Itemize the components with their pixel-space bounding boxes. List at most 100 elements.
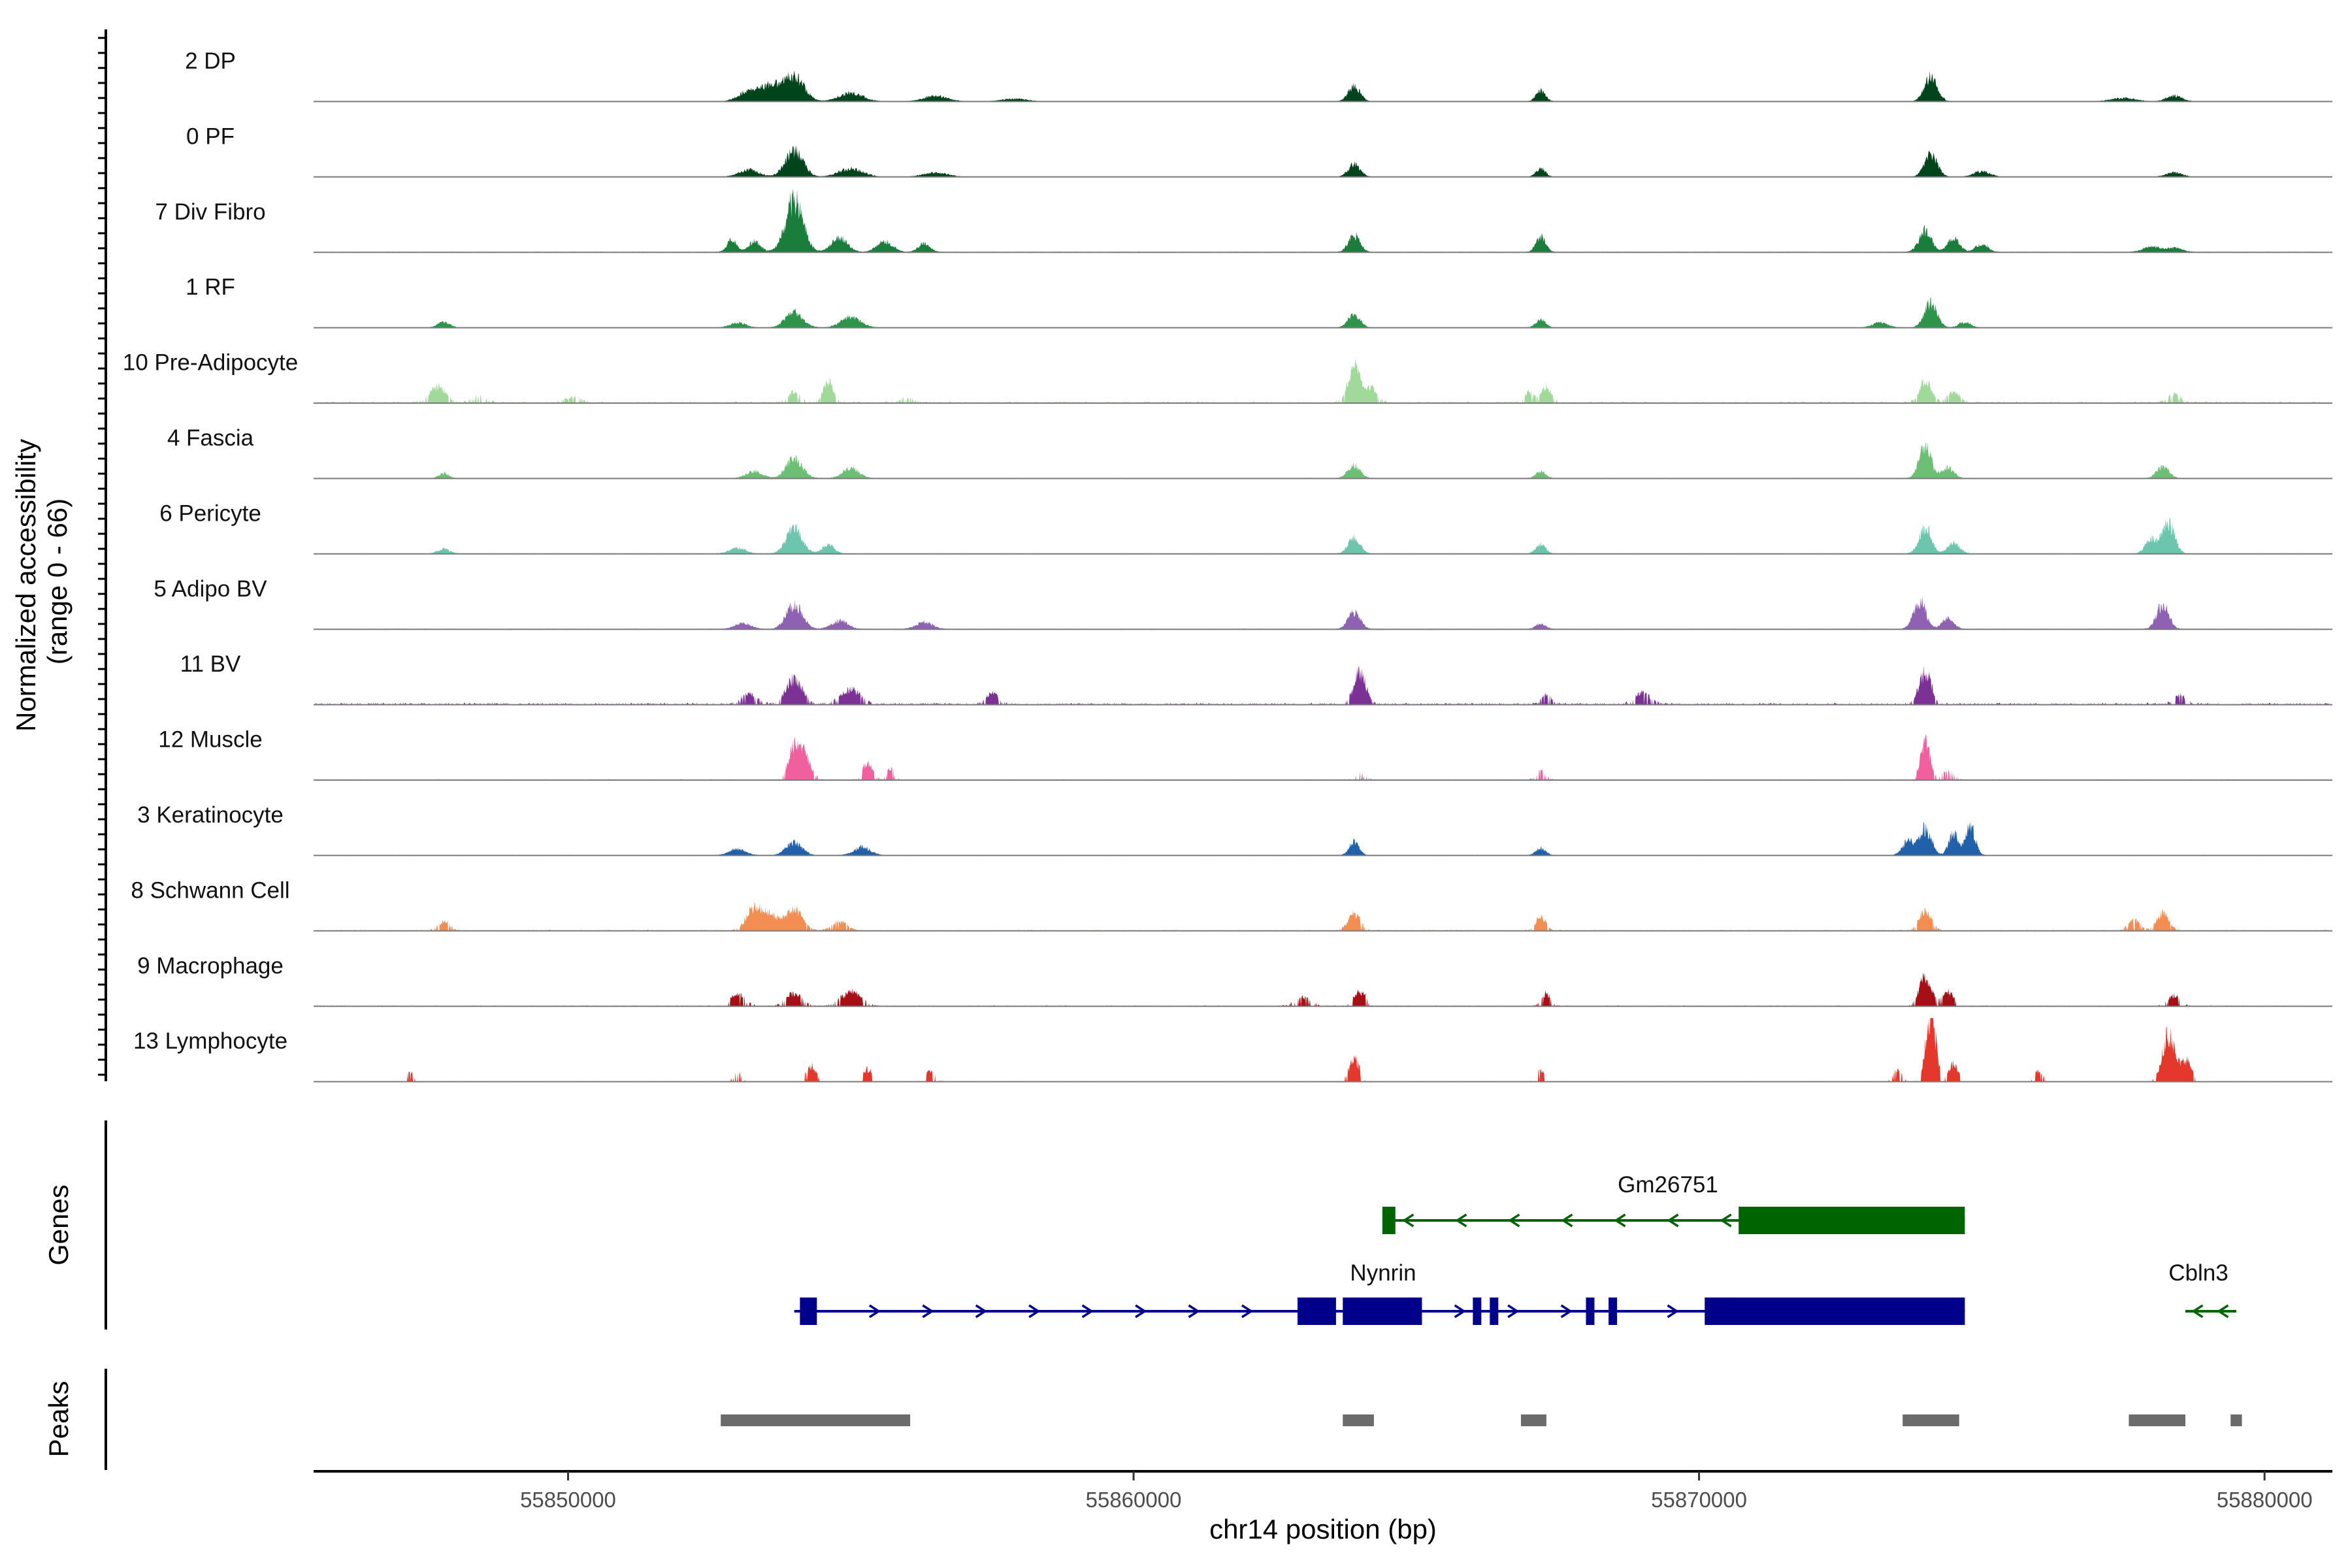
- track-area: [314, 734, 2332, 780]
- coverage-track: 0 PF: [186, 123, 2332, 178]
- track-area: [314, 1018, 2332, 1082]
- coverage-track: 1 RF: [186, 274, 2332, 329]
- y-axis-title-line2: (range 0 - 66): [42, 498, 73, 664]
- strand-arrow-icon: [868, 1304, 881, 1318]
- peak-region-bar: [1520, 1414, 1546, 1426]
- peak-region-bar: [721, 1414, 911, 1426]
- peak-region-track: [721, 1414, 2242, 1426]
- coverage-tracks: 2 DP 0 PF 7 Div Fibro 1 RF 10 Pre-Adipocyte 4…: [123, 48, 2332, 1083]
- gene-exon: [800, 1298, 817, 1325]
- peak-region-bar: [2129, 1414, 2185, 1426]
- track-area: [314, 70, 2332, 102]
- gene-exon: [1705, 1298, 1965, 1325]
- strand-arrow-icon: [1081, 1304, 1094, 1318]
- gene-exon: [1586, 1298, 1595, 1325]
- strand-arrow-icon: [922, 1304, 934, 1318]
- gene-model: Cbln3: [2168, 1260, 2236, 1318]
- track-area: [314, 821, 2332, 856]
- x-tick-label: 55860000: [1086, 1488, 1182, 1512]
- track-area: [314, 596, 2332, 630]
- gene-exon: [1343, 1298, 1422, 1325]
- strand-arrow-icon: [1241, 1304, 1254, 1318]
- track-label: 13 Lymphocyte: [133, 1028, 287, 1054]
- gene-exon: [1298, 1298, 1336, 1325]
- track-label: 3 Keratinocyte: [137, 802, 284, 828]
- track-label: 12 Muscle: [158, 727, 263, 753]
- gene-exon: [1473, 1298, 1482, 1325]
- track-area: [314, 517, 2332, 554]
- gene-model: Gm26751: [1382, 1172, 1965, 1234]
- coverage-track: 8 Schwann Cell: [131, 877, 2332, 932]
- coverage-track: 4 Fascia: [167, 425, 2332, 480]
- track-label: 2 DP: [185, 48, 236, 74]
- strand-arrow-icon: [1508, 1213, 1520, 1228]
- gene-annotation-track: Gm26751 Nynrin Cbln3: [794, 1172, 2236, 1325]
- gene-label: Nynrin: [1350, 1260, 1416, 1286]
- strand-arrow-icon: [1561, 1213, 1573, 1228]
- track-label: 7 Div Fibro: [155, 199, 265, 225]
- strand-arrow-icon: [2217, 1304, 2229, 1318]
- coverage-track: 10 Pre-Adipocyte: [123, 350, 2332, 404]
- coverage-track: 5 Adipo BV: [154, 576, 2332, 630]
- genes-axis-title: Genes: [43, 1184, 74, 1266]
- coverage-track: 6 Pericyte: [159, 500, 2332, 555]
- gene-model: Nynrin: [794, 1260, 1965, 1325]
- strand-arrow-icon: [1402, 1213, 1414, 1228]
- gene-exon: [1739, 1207, 1965, 1234]
- strand-arrow-icon: [975, 1304, 987, 1318]
- track-label: 4 Fascia: [167, 425, 254, 451]
- x-tick-label: 55870000: [1651, 1488, 1747, 1512]
- track-area: [314, 441, 2332, 479]
- x-tick-label: 55880000: [2217, 1488, 2313, 1512]
- strand-arrow-icon: [1560, 1304, 1573, 1318]
- coverage-track: 2 DP: [185, 48, 2332, 103]
- track-area: [314, 145, 2332, 177]
- gene-exon: [1490, 1298, 1499, 1325]
- track-label: 8 Schwann Cell: [131, 877, 289, 903]
- track-label: 11 BV: [180, 651, 241, 677]
- strand-arrow-icon: [1455, 1213, 1467, 1228]
- gene-exon: [1382, 1207, 1396, 1234]
- strand-arrow-icon: [1454, 1304, 1466, 1318]
- y-axis-title: Normalized accessibility (range 0 - 66): [10, 431, 73, 732]
- strand-arrow-icon: [1667, 1304, 1679, 1318]
- x-tick-label: 55850000: [520, 1488, 616, 1512]
- strand-arrow-icon: [1507, 1304, 1520, 1318]
- gene-label: Gm26751: [1618, 1172, 1718, 1198]
- coverage-track: 11 BV: [180, 651, 2332, 706]
- strand-arrow-icon: [1135, 1304, 1147, 1318]
- x-axis-title: chr14 position (bp): [1209, 1514, 1437, 1544]
- gene-label: Cbln3: [2168, 1260, 2228, 1286]
- peaks-axis-title: Peaks: [43, 1381, 74, 1458]
- strand-arrow-icon: [1614, 1213, 1626, 1228]
- x-axis-ticks: 55850000 55860000 55870000 55880000: [520, 1471, 2313, 1512]
- coverage-y-axis: [98, 29, 107, 1081]
- track-label: 0 PF: [186, 123, 235, 149]
- peak-region-bar: [2230, 1414, 2242, 1426]
- track-area: [314, 297, 2332, 328]
- track-label: 5 Adipo BV: [154, 576, 267, 602]
- coverage-track: 3 Keratinocyte: [137, 802, 2332, 857]
- strand-arrow-icon: [2191, 1304, 2204, 1318]
- strand-arrow-icon: [1720, 1213, 1732, 1228]
- strand-arrow-icon: [1028, 1304, 1041, 1318]
- coverage-track: 7 Div Fibro: [155, 188, 2332, 253]
- track-area: [314, 188, 2332, 253]
- strand-arrow-icon: [1667, 1213, 1679, 1228]
- track-area: [314, 358, 2332, 403]
- coverage-track: 9 Macrophage: [137, 953, 2332, 1007]
- track-label: 10 Pre-Adipocyte: [123, 350, 298, 376]
- track-area: [314, 973, 2332, 1007]
- track-label: 6 Pericyte: [159, 500, 261, 526]
- coverage-track: 13 Lymphocyte: [133, 1018, 2332, 1083]
- peak-region-bar: [1903, 1414, 1959, 1426]
- gene-exon: [1609, 1298, 1618, 1325]
- peak-region-bar: [1343, 1414, 1374, 1426]
- track-label: 1 RF: [186, 274, 235, 300]
- y-axis-title-line1: Normalized accessibility: [10, 439, 41, 732]
- strand-arrow-icon: [1188, 1304, 1200, 1318]
- track-area: [314, 901, 2332, 931]
- track-area: [314, 665, 2332, 705]
- coverage-track: 12 Muscle: [158, 727, 2332, 781]
